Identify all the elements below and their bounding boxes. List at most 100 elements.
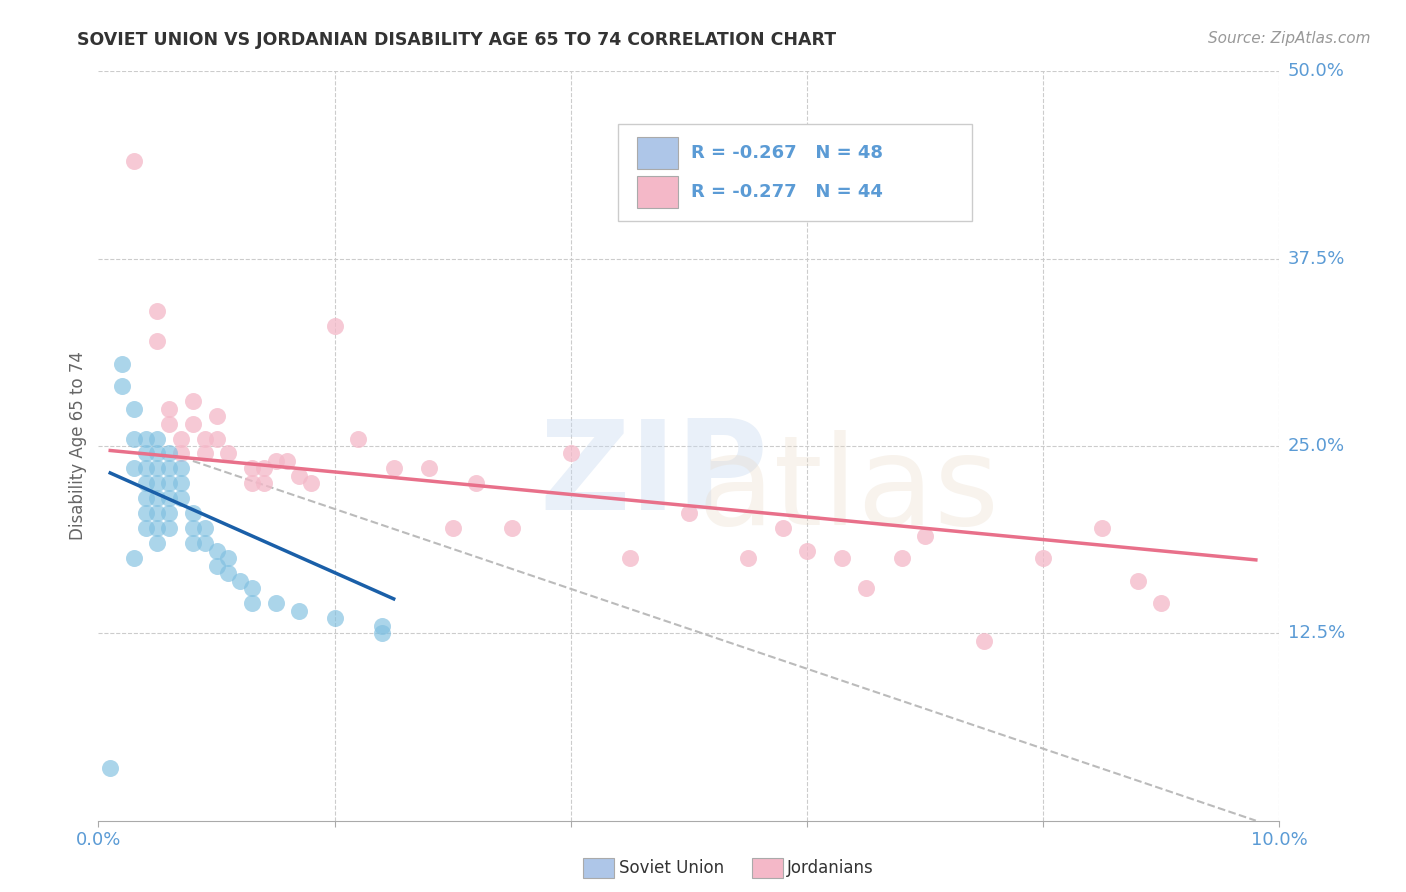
Point <box>135 432 157 446</box>
Point <box>323 319 346 334</box>
Point <box>560 446 582 460</box>
Text: 12.5%: 12.5% <box>1288 624 1346 642</box>
Point <box>181 394 204 409</box>
Point <box>205 432 228 446</box>
Point <box>170 432 193 446</box>
Point <box>264 596 287 610</box>
Point <box>194 446 217 460</box>
Point <box>111 357 134 371</box>
Point <box>146 521 169 535</box>
Point <box>122 461 145 475</box>
Point <box>157 417 180 431</box>
Point <box>194 432 217 446</box>
Point <box>240 596 263 610</box>
Bar <box>619 124 973 221</box>
Point <box>299 476 322 491</box>
Point <box>253 476 276 491</box>
Point <box>146 304 169 318</box>
Point <box>157 476 180 491</box>
Point <box>831 551 853 566</box>
Point <box>146 334 169 348</box>
Point <box>418 461 440 475</box>
Text: 25.0%: 25.0% <box>1288 437 1346 455</box>
Point <box>146 446 169 460</box>
Point <box>890 551 912 566</box>
Point <box>240 582 263 596</box>
Point <box>1032 551 1054 566</box>
Point <box>122 401 145 416</box>
Point <box>205 558 228 573</box>
Text: SOVIET UNION VS JORDANIAN DISABILITY AGE 65 TO 74 CORRELATION CHART: SOVIET UNION VS JORDANIAN DISABILITY AGE… <box>77 31 837 49</box>
Text: Source: ZipAtlas.com: Source: ZipAtlas.com <box>1208 31 1371 46</box>
Text: R = -0.277   N = 44: R = -0.277 N = 44 <box>692 183 883 201</box>
Point <box>135 461 157 475</box>
Point <box>276 454 298 468</box>
Point <box>111 379 134 393</box>
Point <box>914 529 936 543</box>
Point <box>371 619 394 633</box>
Point <box>157 491 180 506</box>
Point <box>501 521 523 535</box>
Point <box>157 521 180 535</box>
Point <box>146 507 169 521</box>
Point <box>170 446 193 460</box>
Text: ZIP: ZIP <box>538 416 768 536</box>
Point <box>1126 574 1149 588</box>
Y-axis label: Disability Age 65 to 74: Disability Age 65 to 74 <box>69 351 87 541</box>
Point <box>181 507 204 521</box>
Text: 50.0%: 50.0% <box>1288 62 1344 80</box>
Point <box>146 536 169 550</box>
Point <box>135 476 157 491</box>
Point <box>229 574 252 588</box>
Point <box>135 507 157 521</box>
Point <box>240 476 263 491</box>
Point <box>796 544 818 558</box>
Point <box>181 521 204 535</box>
Point <box>170 491 193 506</box>
Point <box>288 469 311 483</box>
Point <box>135 446 157 460</box>
Point <box>217 551 239 566</box>
Point <box>382 461 405 475</box>
Point <box>146 491 169 506</box>
Point <box>146 432 169 446</box>
Point <box>619 551 641 566</box>
Text: atlas: atlas <box>697 431 1000 551</box>
Point <box>217 446 239 460</box>
Point <box>772 521 794 535</box>
Bar <box>637 137 678 169</box>
Point <box>146 461 169 475</box>
Point <box>157 507 180 521</box>
Point <box>146 476 169 491</box>
Text: Soviet Union: Soviet Union <box>619 859 724 877</box>
Point <box>1091 521 1114 535</box>
Point <box>347 432 370 446</box>
Point <box>135 521 157 535</box>
Point <box>157 461 180 475</box>
Point <box>973 633 995 648</box>
Point <box>205 409 228 423</box>
Point <box>240 461 263 475</box>
Text: R = -0.267   N = 48: R = -0.267 N = 48 <box>692 144 883 162</box>
Point <box>678 507 700 521</box>
Point <box>135 491 157 506</box>
Point <box>1150 596 1173 610</box>
Point <box>157 446 180 460</box>
Point <box>98 761 121 775</box>
Text: 37.5%: 37.5% <box>1288 250 1346 268</box>
Point <box>170 461 193 475</box>
Point <box>253 461 276 475</box>
Bar <box>637 177 678 208</box>
Point <box>264 454 287 468</box>
Point <box>371 626 394 640</box>
Point <box>323 611 346 625</box>
Point <box>194 536 217 550</box>
Point <box>288 604 311 618</box>
Point <box>217 566 239 581</box>
Point <box>170 476 193 491</box>
Text: Jordanians: Jordanians <box>787 859 875 877</box>
Point <box>465 476 488 491</box>
Point <box>737 551 759 566</box>
Point <box>194 521 217 535</box>
Point <box>157 401 180 416</box>
